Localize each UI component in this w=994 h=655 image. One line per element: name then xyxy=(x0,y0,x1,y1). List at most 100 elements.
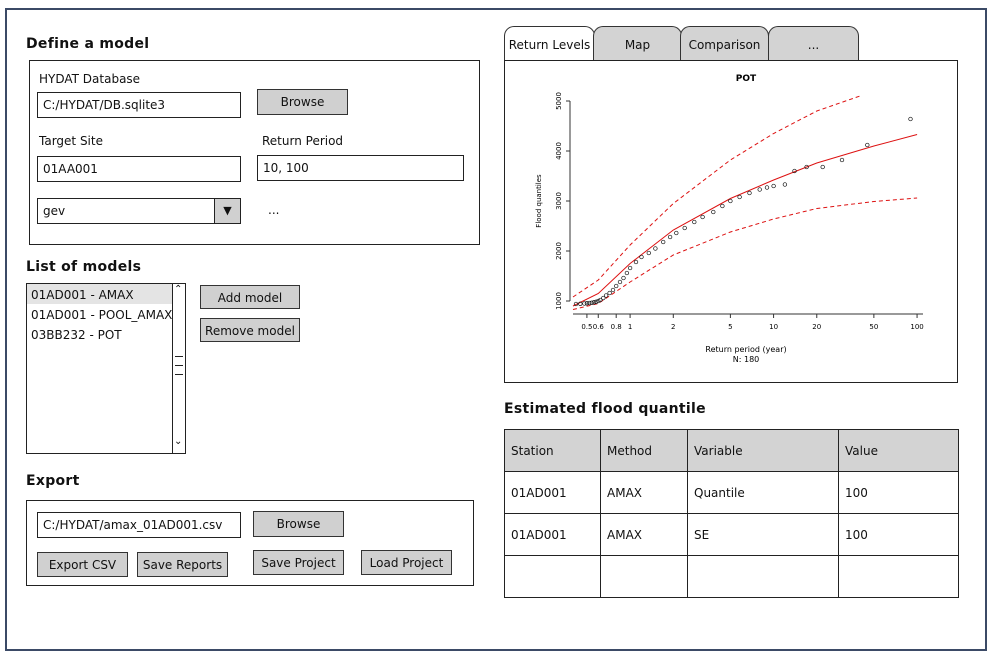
series-lower-line xyxy=(572,197,918,310)
data-point xyxy=(589,300,594,305)
return-period-input[interactable]: 10, 100 xyxy=(257,155,464,181)
x-tick-label: 10 xyxy=(769,323,778,331)
cell-station xyxy=(504,555,601,598)
header-variable: Variable xyxy=(687,429,839,472)
hydat-label: HYDAT Database xyxy=(39,72,141,86)
list-item[interactable]: 01AD001 - AMAX xyxy=(31,288,134,302)
data-point xyxy=(820,164,825,170)
data-point xyxy=(792,168,797,174)
target-site-input[interactable]: 01AA001 xyxy=(37,156,241,182)
data-point xyxy=(584,301,590,306)
export-browse-button[interactable]: Browse xyxy=(253,511,344,537)
x-tick-label: 50 xyxy=(869,323,878,331)
x-tick-label: 100 xyxy=(910,323,923,331)
data-point xyxy=(720,203,725,209)
cell-station: 01AD001 xyxy=(504,513,601,556)
header-station: Station xyxy=(504,429,601,472)
list-of-models-title: List of models xyxy=(26,259,142,275)
remove-model-button[interactable]: Remove model xyxy=(200,318,300,342)
header-value: Value xyxy=(838,429,959,472)
cell-variable: Quantile xyxy=(687,471,839,514)
models-listbox[interactable]: 01AD001 - AMAX 01AD001 - POOL_AMAX 03BB2… xyxy=(26,283,186,454)
data-point xyxy=(607,290,612,296)
x-tick-label: 0.6 xyxy=(593,323,605,331)
data-point xyxy=(591,300,597,305)
data-point xyxy=(617,279,623,285)
data-point xyxy=(804,164,809,170)
window-frame xyxy=(5,8,987,651)
data-point xyxy=(728,198,733,204)
tab-more[interactable]: ... xyxy=(768,26,859,60)
table-row[interactable]: 01AD001 AMAX Quantile 100 xyxy=(504,471,959,514)
cell-variable xyxy=(687,555,839,598)
more-options: ... xyxy=(268,203,280,217)
distribution-value: gev xyxy=(37,198,215,224)
data-point xyxy=(614,283,619,289)
data-point xyxy=(653,246,658,251)
hydat-browse-button[interactable]: Browse xyxy=(257,89,348,115)
chart-xlabel: Return period (year) xyxy=(705,345,786,354)
data-point xyxy=(639,254,644,260)
export-path-input[interactable]: C:/HYDAT/amax_01AD001.csv xyxy=(37,512,241,538)
load-project-button[interactable]: Load Project xyxy=(361,550,452,575)
data-point xyxy=(757,187,762,192)
x-tick-label: 2 xyxy=(671,323,675,331)
x-tick-label: 0.5 xyxy=(581,323,592,331)
data-point xyxy=(747,190,752,196)
distribution-select[interactable]: gev ▼ xyxy=(37,198,241,224)
series-fit-line xyxy=(572,134,918,307)
quantile-table: Station Method Variable Value 01AD001 AM… xyxy=(504,429,959,598)
hydat-path-input[interactable]: C:/HYDAT/DB.sqlite3 xyxy=(37,92,241,118)
y-tick-label: 5000 xyxy=(555,92,563,110)
header-method: Method xyxy=(600,429,688,472)
chevron-down-icon[interactable]: ⌄ xyxy=(174,436,183,447)
data-point xyxy=(667,234,673,240)
tab-return-levels[interactable]: Return Levels xyxy=(504,26,595,60)
cell-method: AMAX xyxy=(600,471,688,514)
scroll-grip-line xyxy=(175,374,183,375)
table-row[interactable]: 01AD001 AMAX SE 100 xyxy=(504,513,959,556)
list-item-selected-bg xyxy=(27,284,172,304)
save-reports-button[interactable]: Save Reports xyxy=(137,552,228,577)
cell-method: AMAX xyxy=(600,513,688,556)
list-item[interactable]: 01AD001 - POOL_AMAX xyxy=(31,308,173,322)
data-point xyxy=(908,116,913,122)
scroll-grip-line xyxy=(175,356,183,357)
data-point xyxy=(682,225,687,231)
y-tick-label: 1000 xyxy=(555,292,563,310)
return-period-label: Return Period xyxy=(262,134,344,148)
cell-method xyxy=(600,555,688,598)
data-point xyxy=(764,185,770,190)
data-point xyxy=(598,297,603,303)
data-point xyxy=(582,301,587,306)
save-project-button[interactable]: Save Project xyxy=(253,550,344,575)
data-point xyxy=(646,250,651,256)
data-point xyxy=(674,230,679,236)
data-point xyxy=(594,299,599,304)
chevron-down-icon[interactable]: ▼ xyxy=(214,198,241,224)
chart-ylabel: Flood quantiles xyxy=(535,174,543,228)
data-point xyxy=(603,293,609,298)
list-scrollbar[interactable]: ⌃ ⌄ xyxy=(172,284,186,453)
chart-panel: POT Return period (year) N: 180 Flood qu… xyxy=(504,60,958,383)
y-tick-label: 4000 xyxy=(555,142,563,160)
cell-value xyxy=(838,555,959,598)
table-row[interactable] xyxy=(504,555,959,598)
data-point xyxy=(621,275,626,281)
data-point xyxy=(865,142,870,148)
cell-variable: SE xyxy=(687,513,839,556)
chevron-up-icon[interactable]: ⌃ xyxy=(174,284,183,295)
data-point xyxy=(573,301,579,307)
tab-comparison[interactable]: Comparison xyxy=(680,26,769,60)
data-point xyxy=(782,182,788,187)
tab-map[interactable]: Map xyxy=(593,26,682,60)
add-model-button[interactable]: Add model xyxy=(200,285,300,309)
table-header-row: Station Method Variable Value xyxy=(504,429,959,472)
data-point xyxy=(700,214,705,220)
export-csv-button[interactable]: Export CSV xyxy=(37,552,128,577)
y-tick-label: 3000 xyxy=(555,192,563,210)
chart-title: POT xyxy=(736,74,757,84)
list-item[interactable]: 03BB232 - POT xyxy=(31,328,122,342)
define-model-title: Define a model xyxy=(26,36,150,52)
data-point xyxy=(596,298,601,304)
